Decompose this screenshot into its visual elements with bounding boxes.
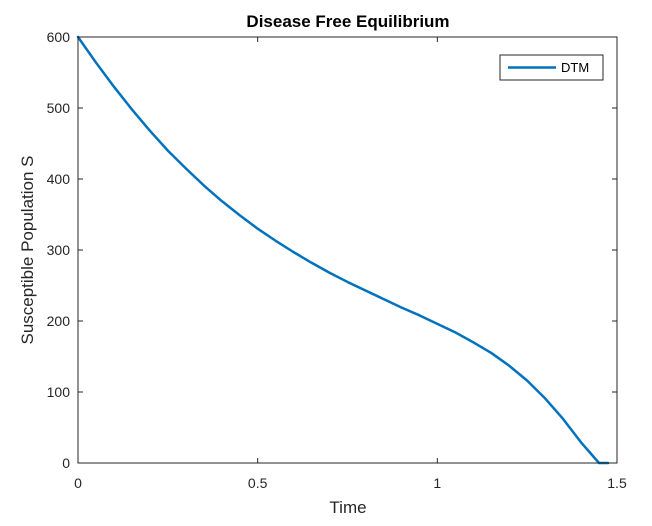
y-tick-label: 300 [47, 242, 71, 258]
y-tick-label: 600 [47, 29, 71, 45]
axes-layer: 0 0.5 1 1.5 0 100 200 300 400 500 600 [47, 29, 627, 491]
y-tick-label: 100 [47, 384, 71, 400]
y-tick-label: 200 [47, 313, 71, 329]
y-axis-label: Susceptible Population S [18, 155, 37, 344]
x-tick-label: 0 [74, 475, 82, 491]
legend-label-dtm: DTM [561, 60, 589, 75]
plot-area [78, 37, 617, 463]
legend: DTM [499, 54, 604, 81]
series-line-dtm [76, 35, 610, 465]
y-tick-label: 0 [62, 455, 70, 471]
x-tick-label: 0.5 [248, 475, 268, 491]
y-tick-label: 400 [47, 171, 71, 187]
y-tick-label: 500 [47, 100, 71, 116]
x-axis-label: Time [329, 498, 366, 517]
x-tick-label: 1.5 [607, 475, 627, 491]
chart-title: Disease Free Equilibrium [246, 12, 449, 31]
series-layer [76, 35, 610, 465]
x-tick-label: 1 [433, 475, 441, 491]
